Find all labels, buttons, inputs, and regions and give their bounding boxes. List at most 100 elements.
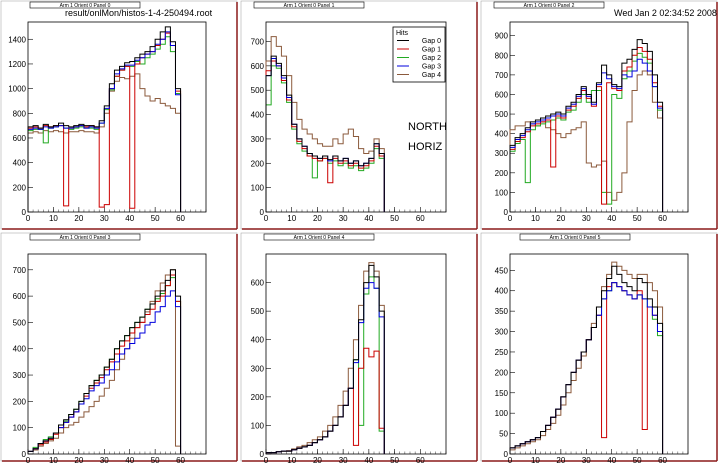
x-tick-label: 50 [633,456,642,464]
x-tick-label: 60 [176,214,185,223]
y-tick-label: 500 [495,110,509,119]
panel-5: Arm 1 Orient 0 Panel 5 0 10 20 30 40 50 60 0 50 10… [480,232,718,464]
x-tick-label: 10 [531,214,540,223]
x-tick-label: 40 [125,456,134,464]
y-tick-label: 0 [22,450,27,459]
x-tick-label: 40 [364,214,373,223]
y-tick-label: 300 [251,135,265,144]
y-tick-label: 1000 [8,85,26,94]
y-tick-label: 100 [251,421,265,430]
series-gap-0 [27,26,182,212]
y-tick-label: 0 [504,450,509,459]
panel-title: Arm 1 Orient 0 Panel 5 [550,235,601,241]
x-tick-label: 0 [264,214,269,223]
x-tick-label: 30 [100,214,109,223]
y-tick-label: 600 [13,134,27,143]
y-tick-label: 400 [251,336,265,345]
plot-frame [509,21,689,213]
y-tick-label: 200 [251,393,265,402]
y-tick-label: 600 [495,90,509,99]
y-tick-label: 0 [260,208,265,217]
plot-frame [27,21,207,213]
series-gap-0 [265,55,385,212]
header-date: Wed Jan 2 02:34:52 2008 [614,8,717,18]
legend-title: Hits [396,30,409,37]
y-tick-label: 1400 [8,35,26,44]
x-tick-label: 40 [607,456,616,464]
x-tick-label: 30 [100,456,109,464]
panel-3: Arm 1 Orient 0 Panel 30 10 20 30 40 50 6001002… [0,232,238,464]
panel-title-box [493,1,605,9]
panel-title: Arm 1 Orient 0 Panel 2 [524,3,575,9]
x-tick-label: 20 [313,456,322,464]
series-gap-0 [509,39,664,212]
x-tick-label: 20 [556,456,565,464]
y-tick-label: 400 [13,345,27,354]
y-tick-label: 500 [13,318,27,327]
y-tick-label: 400 [13,159,27,168]
x-tick-label: 0 [26,214,31,223]
y-tick-label: 300 [13,371,27,380]
y-tick-label: 100 [251,184,265,193]
y-tick-label: 700 [13,266,27,275]
y-tick-label: 400 [495,287,509,296]
y-tick-label: 900 [495,32,509,41]
x-tick-label: 30 [582,214,591,223]
y-tick-label: 700 [495,71,509,80]
y-tick-label: 500 [251,307,265,316]
y-tick-label: 0 [22,208,27,217]
y-tick-label: 800 [495,51,509,60]
x-tick-label: 60 [176,456,185,464]
y-tick-label: 600 [13,292,27,301]
header-file-path: result/onlMon/histos-1-4-250494.root [65,8,213,18]
legend-entry: Gap 1 [422,47,441,54]
panel-title-box [253,1,365,9]
x-tick-label: 60 [416,214,425,223]
x-tick-label: 40 [364,456,373,464]
y-tick-label: 300 [251,364,265,373]
legend-entry: Gap 3 [422,64,441,71]
legend-entry: Gap 4 [422,72,441,79]
x-tick-label: 60 [658,214,667,223]
legend-box [392,26,446,83]
x-tick-label: 50 [390,214,399,223]
panel-title: Arm 1 Orient 0 Panel 0 [60,3,111,9]
y-tick-label: 0 [260,450,265,459]
panel-title-box [519,233,631,241]
y-tick-label: 1200 [8,60,26,69]
legend-entry: Gap 0 [422,38,441,45]
y-tick-label: 800 [13,109,27,118]
x-tick-label: 30 [339,456,348,464]
series-gap-4 [27,73,182,212]
panel-title: Arm 1 Orient 0 Panel 3 [60,235,111,241]
y-tick-label: 250 [495,348,509,357]
panel-title-box [29,1,141,9]
x-tick-label: 50 [633,214,642,223]
series-gap-4 [27,269,182,454]
plot-frame [509,253,689,455]
panel-title-box [263,233,375,241]
annotation-north: NORTH [408,121,447,133]
y-tick-label: 300 [495,328,509,337]
panel-0: Arm 1 Orient 0 Panel 00 10 20 30 40 50 6002004… [0,0,238,230]
y-tick-label: 200 [495,169,509,178]
legend-entry: Gap 2 [422,55,441,62]
x-tick-label: 10 [531,456,540,464]
y-tick-label: 300 [495,149,509,158]
x-tick-label: 0 [264,456,269,464]
x-tick-label: 10 [287,214,296,223]
x-tick-label: 60 [416,456,425,464]
x-tick-label: 20 [313,214,322,223]
panel-title: Arm 1 Orient 0 Panel 4 [294,235,345,241]
y-tick-label: 0 [504,208,509,217]
y-tick-label: 150 [495,389,509,398]
y-tick-label: 200 [495,368,509,377]
series-gap-0 [265,264,385,454]
y-tick-label: 600 [251,62,265,71]
plot-frame [265,253,447,455]
x-tick-label: 30 [582,456,591,464]
y-tick-label: 100 [13,424,27,433]
